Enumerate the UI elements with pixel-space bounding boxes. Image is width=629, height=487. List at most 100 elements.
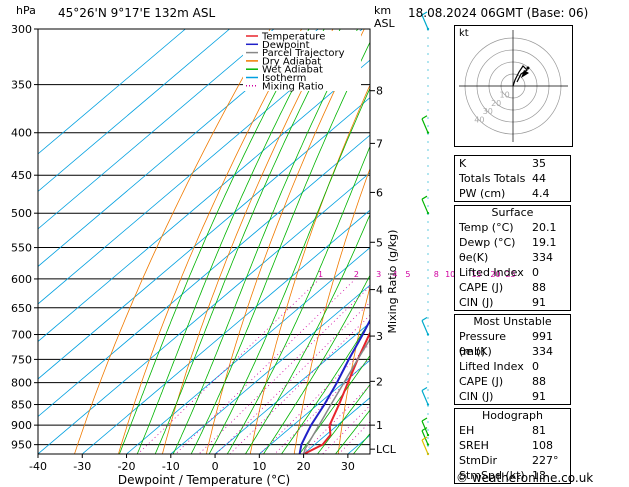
dry-adiabat-line [161, 29, 334, 454]
surface-value: 0 [532, 266, 539, 279]
hodograph-point [526, 66, 530, 70]
surface-key: Lifted Index [459, 266, 524, 279]
surface-key: CAPE (J) [459, 281, 504, 294]
wind-barb-flag [421, 195, 428, 200]
indices-section: K 35 Totals Totals 44 PW (cm) 4.4 [454, 155, 571, 202]
wind-barb [421, 118, 429, 133]
mixing-ratio-line [215, 301, 370, 454]
most-unstable-row: θe (K) 334 [455, 344, 570, 359]
mixing-ratio-label: 3 [376, 270, 381, 279]
hodograph-stat-value: 13 [532, 469, 546, 482]
km-tick-label: 6 [376, 186, 383, 199]
isotherm-line [214, 322, 370, 454]
wind-barb [421, 320, 429, 335]
dry-adiabat-line [249, 84, 370, 454]
hodograph-stat-key: EH [459, 424, 475, 437]
wet-adiabat-line [316, 383, 370, 454]
mixing-ratio-label: 4 [392, 270, 397, 279]
pressure-tick-label: 550 [11, 242, 32, 255]
wind-barb [421, 14, 429, 30]
pressure-tick-label: 900 [11, 419, 32, 432]
wind-barb [421, 420, 429, 436]
mixing-ratio-label: 25 [506, 270, 516, 279]
surface-value: 334 [532, 251, 553, 264]
pressure-tick-label: 500 [11, 207, 32, 220]
index-key: PW (cm) [459, 187, 506, 200]
legend-item-label: Isotherm [262, 73, 306, 84]
km-tick-label: 1 [376, 419, 383, 432]
surface-row: Lifted Index 0 [455, 265, 570, 280]
km-tick-label: 4 [376, 284, 383, 297]
pressure-tick-label: 350 [11, 79, 32, 92]
isotherm-line [38, 172, 370, 454]
temperature-tick-label: -30 [73, 460, 91, 473]
dry-adiabat-line [598, 29, 629, 463]
wind-barb-base [426, 443, 430, 446]
surface-value: 88 [532, 281, 546, 294]
mixing-ratio-line [175, 278, 356, 454]
wet-adiabat-line [136, 29, 325, 454]
wet-adiabat-line [281, 319, 370, 454]
surface-row: Dewp (°C) 19.1 [455, 235, 570, 250]
mixing-ratio-label: 20 [490, 270, 500, 279]
temperature-tick-label: -10 [162, 460, 180, 473]
index-value: 44 [532, 172, 546, 185]
km-tick-label: 5 [376, 236, 383, 249]
surface-row: Temp (°C) 20.1 [455, 220, 570, 235]
most-unstable-row: Pressure (mb) 991 [455, 329, 570, 358]
mixing-ratio-label: 5 [405, 270, 410, 279]
wind-barb-base [426, 433, 430, 437]
wet-adiabat-line [190, 41, 370, 454]
most-unstable-value: 0 [532, 360, 539, 373]
hodograph-unit-label: kt [459, 28, 469, 39]
index-row: PW (cm) 4.4 [455, 186, 570, 201]
km-tick-label: 3 [376, 330, 383, 343]
pressure-tick-label: 700 [11, 329, 32, 342]
surface-value: 91 [532, 296, 546, 309]
pressure-tick-label: 600 [11, 273, 32, 286]
most-unstable-key: CAPE (J) [459, 375, 504, 388]
temperature-tick-label: 30 [341, 460, 355, 473]
dry-adiabat-line [337, 285, 370, 454]
isotherm-line [38, 97, 370, 380]
wind-barb [421, 439, 429, 455]
isotherm-line [38, 29, 363, 305]
wet-adiabat-line [334, 409, 370, 454]
hodograph-stat-value: 227° [532, 454, 559, 467]
dry-adiabat-line [205, 29, 365, 454]
wet-adiabat-line [208, 87, 370, 454]
wet-adiabat-line [154, 29, 341, 454]
hodograph-ring-label: 30 [483, 107, 493, 116]
km-tick-label: LCL [376, 443, 397, 456]
pressure-tick-label: 750 [11, 353, 32, 366]
index-key: Totals Totals [459, 172, 526, 185]
wind-barb-flag [421, 115, 428, 120]
pressure-tick-label: 800 [11, 377, 32, 390]
hodograph-ring-label: 20 [491, 99, 501, 108]
most-unstable-title: Most Unstable [473, 315, 552, 328]
legend-item-label: Dry Adiabat [262, 56, 321, 67]
wind-barb-flag [421, 427, 428, 432]
asl-unit-label: ASL [374, 17, 395, 30]
km-unit-label: km [374, 4, 392, 17]
isotherm-line [38, 59, 370, 342]
x-axis-label: Dewpoint / Temperature (°C) [118, 473, 290, 486]
index-row: K 35 [455, 156, 570, 171]
pressure-tick-label: 650 [11, 302, 32, 315]
temperature-tick-label: -40 [29, 460, 47, 473]
surface-section: Surface Temp (°C) 20.1 Dewp (°C) 19.1 θe(K) 3… [454, 205, 571, 311]
hodograph-stat-row: StmSpd (kt) 13 [455, 468, 570, 483]
hodograph-stat-key: StmDir [459, 454, 498, 467]
series-parcel-trajectory [303, 337, 370, 454]
index-key: K [459, 157, 467, 170]
plot-area [38, 29, 629, 463]
most-unstable-section: Most Unstable Pressure (mb) 991 θe (K) 334 L… [454, 314, 571, 405]
mixing-ratio-line [137, 278, 320, 454]
mixing-ratio-label: 10 [445, 270, 455, 279]
dry-adiabat-line [118, 29, 302, 454]
isotherm-line [258, 359, 370, 454]
wet-adiabat-line [244, 213, 370, 454]
mixing-ratio-label: 2 [354, 270, 359, 279]
